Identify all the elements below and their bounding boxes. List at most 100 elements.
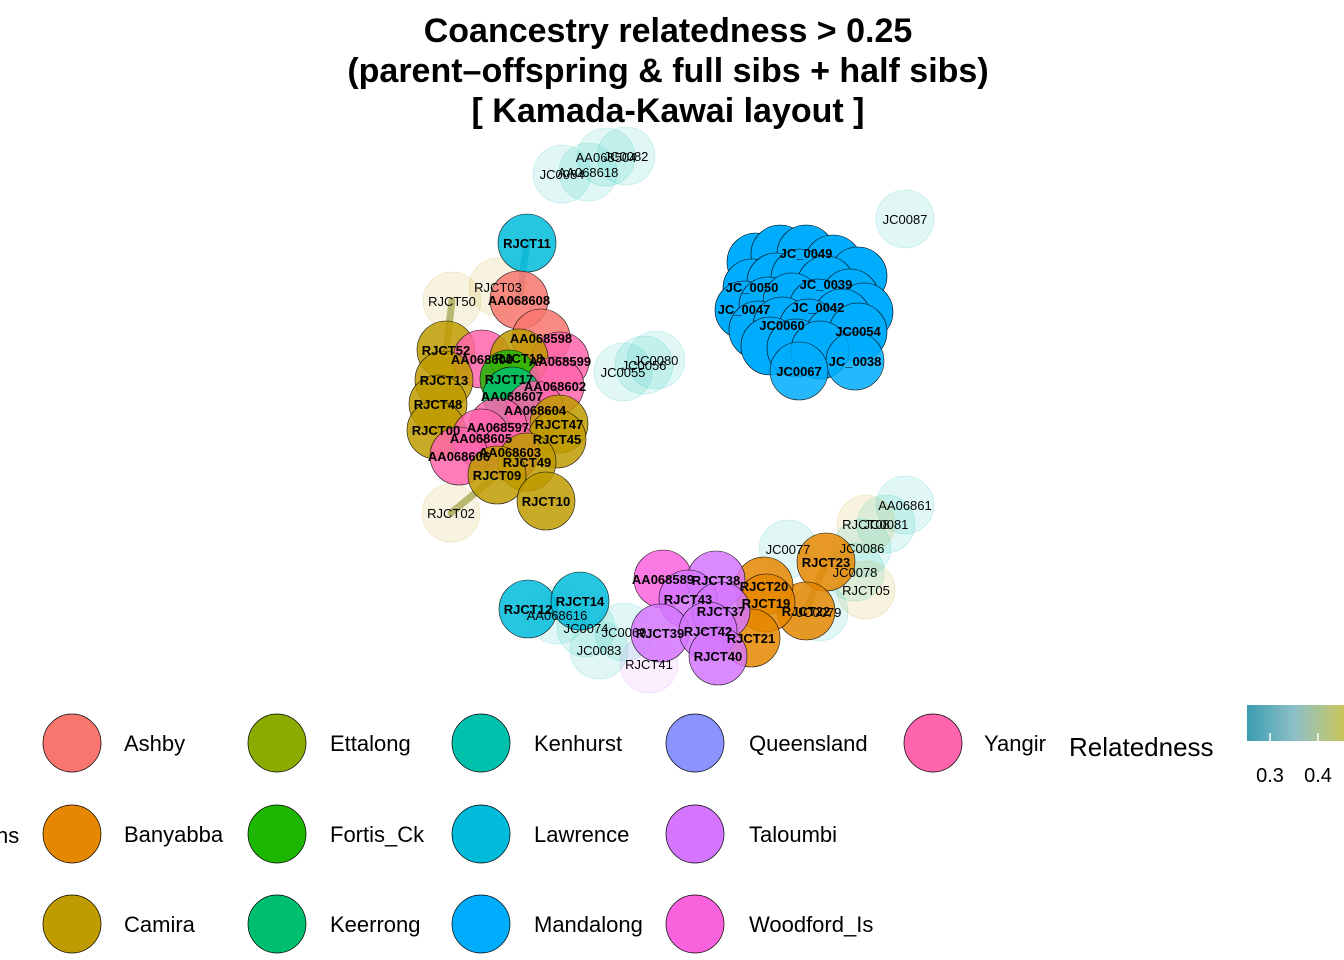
node-label-layer: JC_0049 JC_0050 JC_0039 JC_0047 JC_0042 JC006… bbox=[412, 149, 932, 672]
relatedness-colorbar bbox=[1247, 705, 1344, 741]
node-label-JC0067: JC0067 bbox=[776, 364, 822, 379]
node-RJCT08 bbox=[836, 494, 896, 554]
legend-label-yangir: Yangir bbox=[984, 731, 1046, 756]
legend-swatch-lawrence bbox=[451, 804, 511, 864]
node-label-RJCT41: RJCT41 bbox=[625, 657, 673, 672]
node-label-AA068608: AA068608 bbox=[488, 293, 550, 308]
node-JC0081 bbox=[856, 494, 916, 554]
legend-label-fortis_ck: Fortis_Ck bbox=[330, 822, 425, 847]
node-label-RJCT23: RJCT23 bbox=[802, 555, 850, 570]
mandalong-label-fragment-2: JC_0039 bbox=[800, 277, 853, 292]
node-label-JC0077: JC0077 bbox=[766, 542, 811, 557]
mandalong-label-fragment-1: JC_0050 bbox=[726, 280, 779, 295]
legend-label-camira: Camira bbox=[124, 912, 196, 937]
node-JC0087 bbox=[875, 189, 935, 249]
node-label-RJCT03: RJCT03 bbox=[474, 280, 522, 295]
node-label-AA068599: AA068599 bbox=[529, 354, 591, 369]
legend-swatch-banyabba bbox=[42, 804, 102, 864]
node-JC0080 bbox=[626, 330, 686, 390]
legend-swatch-taloumbi bbox=[665, 804, 725, 864]
node-label-JC0084: JC0084 bbox=[540, 167, 585, 182]
legend-label-ettalong: Ettalong bbox=[330, 731, 411, 756]
node-label-JC0069: JC0069 bbox=[602, 625, 647, 640]
node-label-RJCT42: RJCT42 bbox=[684, 624, 732, 639]
legend-swatch-mandalong bbox=[451, 894, 511, 954]
node-label-AA068600: AA068600 bbox=[451, 352, 513, 367]
node-label-JC0078: JC0078 bbox=[833, 565, 878, 580]
node-label-JC0080: JC0080 bbox=[634, 353, 679, 368]
node-label-RJCT39: RJCT39 bbox=[636, 626, 684, 641]
legend-swatch-queensland bbox=[665, 713, 725, 773]
legend-label-lawrence: Lawrence bbox=[534, 822, 629, 847]
node-label-RJCT02: RJCT02 bbox=[427, 506, 475, 521]
relatedness-legend-title: Relatedness bbox=[1069, 732, 1214, 762]
node-layer bbox=[406, 126, 935, 694]
mandalong-label-fragment-0: JC_0049 bbox=[780, 246, 833, 261]
node-label-JC0081: JC0081 bbox=[864, 517, 909, 532]
node-AA06861 bbox=[875, 475, 935, 535]
colorbar-tick-label-0.4: 0.4 bbox=[1304, 765, 1332, 787]
node-label-AA068618: AA068618 bbox=[558, 165, 619, 180]
node-label-JC0083: JC0083 bbox=[577, 643, 622, 658]
node-label-JC0082: JC0082 bbox=[604, 149, 649, 164]
node-label-RJCT21: RJCT21 bbox=[727, 631, 775, 646]
legend-swatch-ettalong bbox=[247, 713, 307, 773]
node-label-AA068602: AA068602 bbox=[524, 379, 586, 394]
chart-title-line-2: (parent–offspring & full sibs + half sib… bbox=[347, 52, 988, 90]
node-label-JC0079: JC0079 bbox=[797, 605, 842, 620]
node-label-RJCT43: RJCT43 bbox=[664, 592, 712, 607]
mandalong-label-fragment-5: JC0060 bbox=[759, 318, 805, 333]
legend-swatch-woodford_is bbox=[665, 894, 725, 954]
node-label-AA068504: AA068504 bbox=[576, 150, 637, 165]
node-label-RJCT08: RJCT08 bbox=[842, 517, 890, 532]
legend-label-ashby: Ashby bbox=[124, 731, 185, 756]
node-label-AA068597: AA068597 bbox=[467, 420, 529, 435]
node-label-RJCT38: RJCT38 bbox=[692, 573, 740, 588]
node-label-RJCT50: RJCT50 bbox=[428, 294, 476, 309]
node-label-RJCT40: RJCT40 bbox=[694, 649, 742, 664]
node-RJCT40 bbox=[688, 626, 748, 686]
legend-swatch-kenhurst bbox=[451, 713, 511, 773]
node-label-RJCT18: RJCT18 bbox=[495, 351, 543, 366]
node-label-AA068607: AA068607 bbox=[481, 389, 543, 404]
chart-title-line-3: [ Kamada-Kawai layout ] bbox=[472, 92, 865, 130]
node-label-RJCT00: RJCT00 bbox=[412, 423, 460, 438]
legend-label-keerrong: Keerrong bbox=[330, 912, 421, 937]
legend-label-mandalong: Mandalong bbox=[534, 912, 643, 937]
node-label-RJCT10: RJCT10 bbox=[522, 494, 570, 509]
node-label-RJCT37: RJCT37 bbox=[697, 604, 745, 619]
node-JC0067 bbox=[769, 341, 829, 401]
chart-title-line-1: Coancestry relatedness > 0.25 bbox=[424, 12, 913, 50]
legend-swatch-fortis_ck bbox=[247, 804, 307, 864]
legend-label-woodford_is: Woodford_Is bbox=[749, 912, 873, 937]
mandalong-label-fragment-4: JC_0042 bbox=[792, 300, 845, 315]
node-JC0055 bbox=[593, 342, 653, 402]
population-legend: ns Ashby Banyabba Camira Ettalong Fortis_Ck K… bbox=[0, 713, 1046, 954]
node-label-AA068606: AA068606 bbox=[428, 449, 490, 464]
legend-label-banyabba: Banyabba bbox=[124, 822, 224, 847]
node-label-RJCT52: RJCT52 bbox=[422, 343, 470, 358]
node-label-RJCT22: RJCT22 bbox=[782, 604, 830, 619]
node-label-RJCT13: RJCT13 bbox=[420, 373, 468, 388]
node-label-AA068598: AA068598 bbox=[510, 331, 572, 346]
node-JC0082 bbox=[596, 126, 656, 186]
legend-swatch-keerrong bbox=[247, 894, 307, 954]
node-label-AA06861: AA06861 bbox=[878, 498, 932, 513]
node-RJCT10 bbox=[516, 471, 576, 531]
node-label-JC0087: JC0087 bbox=[883, 212, 928, 227]
node-label-JC0056: JC0056 bbox=[622, 358, 667, 373]
legend-label-taloumbi: Taloumbi bbox=[749, 822, 837, 847]
legend-swatch-camira bbox=[42, 894, 102, 954]
node-RJCT09 bbox=[467, 445, 527, 505]
node-label-RJCT20: RJCT20 bbox=[740, 579, 788, 594]
legend-swatch-yangir bbox=[903, 713, 963, 773]
node-label-RJCT48: RJCT48 bbox=[414, 397, 462, 412]
node-label-RJCT19: RJCT19 bbox=[742, 596, 790, 611]
node-label-JC_0038: JC_0038 bbox=[829, 354, 882, 369]
node-label-JC0055: JC0055 bbox=[601, 365, 646, 380]
node-JC0084 bbox=[532, 144, 592, 204]
legend-label-kenhurst: Kenhurst bbox=[534, 731, 622, 756]
node-label-RJCT05: RJCT05 bbox=[842, 583, 890, 598]
node-label-RJCT47: RJCT47 bbox=[535, 417, 583, 432]
